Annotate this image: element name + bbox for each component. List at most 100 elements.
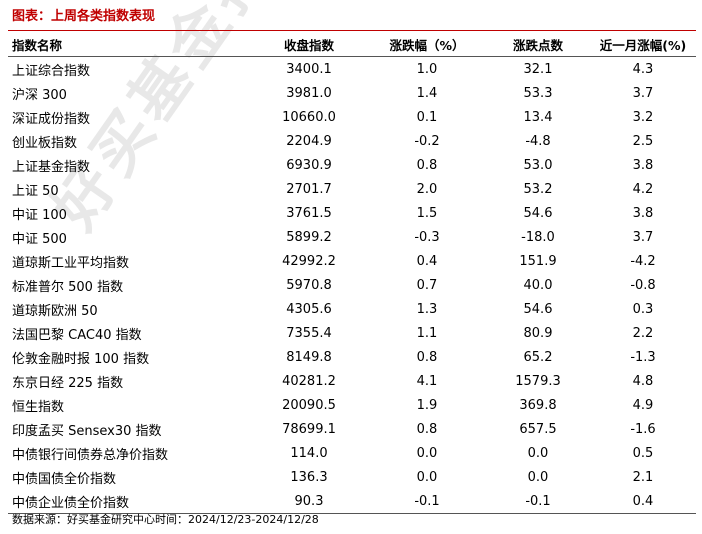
- index-name-cell: 恒生指数: [12, 399, 65, 415]
- change-pct-cell: 1.0: [416, 61, 438, 77]
- change-pct-cell: 1.5: [416, 205, 438, 221]
- table-body: 上证综合指数 3400.1 1.0 32.1 4.3 沪深 300 3981.0 1.4 53.…: [8, 57, 696, 514]
- change-pct-cell: 1.9: [416, 397, 438, 413]
- close-value-cell: 5899.2: [286, 229, 332, 245]
- figure-title: 图表：上周各类指数表现: [12, 9, 156, 24]
- close-value-cell: 90.3: [250, 489, 368, 514]
- table-row: 中证 500 5899.2 -0.3 -18.0 3.7: [8, 225, 696, 249]
- table-row: 深证成份指数 10660.0 0.1 13.4 3.2: [8, 105, 696, 129]
- table-row: 伦敦金融时报 100 指数 8149.8 0.8 65.2 -1.3: [8, 345, 696, 369]
- close-value-cell: 2204.9: [286, 133, 332, 149]
- month-change-cell: 4.2: [632, 181, 654, 197]
- change-points-cell: 1579.3: [515, 373, 561, 389]
- index-name-cell: 伦敦金融时报 100 指数: [12, 351, 150, 367]
- title-divider: [8, 30, 696, 31]
- month-change-cell: 4.3: [632, 61, 654, 77]
- table-row: 印度孟买 Sensex30 指数 78699.1 0.8 657.5 -1.6: [8, 417, 696, 441]
- month-change-cell: -4.2: [630, 253, 656, 269]
- column-header-month-change: 近一月涨幅(%): [590, 32, 696, 57]
- table-row: 沪深 300 3981.0 1.4 53.3 3.7: [8, 81, 696, 105]
- table-row: 道琼斯欧洲 50 4305.6 1.3 54.6 0.3: [8, 297, 696, 321]
- month-change-cell: -0.8: [630, 277, 656, 293]
- change-pct-cell: 0.4: [416, 253, 438, 269]
- change-points-cell: 53.3: [523, 85, 553, 101]
- table-row: 东京日经 225 指数 40281.2 4.1 1579.3 4.8: [8, 369, 696, 393]
- change-pct-cell: 1.1: [416, 325, 438, 341]
- close-value-cell: 3400.1: [286, 61, 332, 77]
- change-points-cell: 54.6: [523, 205, 553, 221]
- change-points-cell: 369.8: [519, 397, 557, 413]
- table-row: 创业板指数 2204.9 -0.2 -4.8 2.5: [8, 129, 696, 153]
- change-pct-cell: -0.1: [368, 489, 486, 514]
- change-points-cell: 65.2: [523, 349, 553, 365]
- close-value-cell: 114.0: [290, 445, 328, 461]
- month-change-cell: 3.7: [632, 229, 654, 245]
- index-name-cell: 上证综合指数: [12, 63, 91, 79]
- change-pct-cell: 4.1: [416, 373, 438, 389]
- close-value-cell: 2701.7: [286, 181, 332, 197]
- index-name-cell: 创业板指数: [12, 135, 78, 151]
- change-pct-cell: 2.0: [416, 181, 438, 197]
- month-change-cell: 4.8: [632, 373, 654, 389]
- index-name-cell: 深证成份指数: [12, 111, 91, 127]
- table-row: 中债国债全价指数 136.3 0.0 0.0 2.1: [8, 465, 696, 489]
- change-points-cell: 0.0: [527, 469, 549, 485]
- index-name-cell: 中证 500: [12, 231, 67, 247]
- month-change-cell: 0.4: [590, 489, 696, 514]
- table-header-row: 指数名称 收盘指数 涨跌幅（%） 涨跌点数 近一月涨幅(%): [8, 32, 696, 57]
- index-name-cell: 中债银行间债券总净价指数: [12, 447, 169, 463]
- change-points-cell: -4.8: [525, 133, 551, 149]
- month-change-cell: 3.7: [632, 85, 654, 101]
- column-header-change-pct: 涨跌幅（%）: [368, 32, 486, 57]
- table-row: 中债银行间债券总净价指数 114.0 0.0 0.0 0.5: [8, 441, 696, 465]
- close-value-cell: 6930.9: [286, 157, 332, 173]
- column-header-name: 指数名称: [8, 32, 250, 57]
- change-pct-cell: -0.2: [414, 133, 440, 149]
- change-pct-cell: -0.3: [414, 229, 440, 245]
- change-pct-cell: 0.0: [416, 469, 438, 485]
- close-value-cell: 10660.0: [282, 109, 336, 125]
- index-name-cell: 中债国债全价指数: [12, 471, 117, 487]
- close-value-cell: 4305.6: [286, 301, 332, 317]
- table-row: 上证 50 2701.7 2.0 53.2 4.2: [8, 177, 696, 201]
- close-value-cell: 42992.2: [282, 253, 336, 269]
- change-pct-cell: 1.4: [416, 85, 438, 101]
- table-row: 上证基金指数 6930.9 0.8 53.0 3.8: [8, 153, 696, 177]
- column-header-change-points: 涨跌点数: [486, 32, 590, 57]
- table-row: 法国巴黎 CAC40 指数 7355.4 1.1 80.9 2.2: [8, 321, 696, 345]
- month-change-cell: 2.5: [632, 133, 654, 149]
- month-change-cell: -1.6: [630, 421, 656, 437]
- source-note: 数据来源：好买基金研究中心时间：2024/12/23-2024/12/28: [12, 513, 319, 526]
- close-value-cell: 20090.5: [282, 397, 336, 413]
- index-name-cell: 道琼斯工业平均指数: [12, 255, 130, 271]
- close-value-cell: 7355.4: [286, 325, 332, 341]
- table-row: 中债企业债全价指数 90.3 -0.1 -0.1 0.4: [8, 489, 696, 514]
- index-name-cell: 法国巴黎 CAC40 指数: [12, 327, 142, 343]
- change-points-cell: 53.2: [523, 181, 553, 197]
- index-name-cell: 标准普尔 500 指数: [12, 279, 124, 295]
- month-change-cell: 3.8: [632, 157, 654, 173]
- index-name-cell: 东京日经 225 指数: [12, 375, 124, 391]
- change-points-cell: -18.0: [521, 229, 555, 245]
- close-value-cell: 78699.1: [282, 421, 336, 437]
- close-value-cell: 5970.8: [286, 277, 332, 293]
- month-change-cell: 0.3: [632, 301, 654, 317]
- change-points-cell: 13.4: [523, 109, 553, 125]
- index-name-cell: 中证 100: [12, 207, 67, 223]
- month-change-cell: -1.3: [630, 349, 656, 365]
- index-name-cell: 印度孟买 Sensex30 指数: [12, 423, 162, 439]
- change-points-cell: -0.1: [486, 489, 590, 514]
- report-figure: 好买基金指数报 图表：上周各类指数表现 指数名称 收盘指数 涨跌幅（%） 涨跌点…: [8, 0, 696, 530]
- change-points-cell: 657.5: [519, 421, 557, 437]
- column-header-close: 收盘指数: [250, 32, 368, 57]
- change-points-cell: 54.6: [523, 301, 553, 317]
- close-value-cell: 3981.0: [286, 85, 332, 101]
- index-name-cell: 中债企业债全价指数: [8, 489, 250, 514]
- month-change-cell: 2.2: [632, 325, 654, 341]
- close-value-cell: 8149.8: [286, 349, 332, 365]
- table-row: 道琼斯工业平均指数 42992.2 0.4 151.9 -4.2: [8, 249, 696, 273]
- change-points-cell: 151.9: [519, 253, 557, 269]
- change-pct-cell: 0.8: [416, 349, 438, 365]
- month-change-cell: 2.1: [632, 469, 654, 485]
- index-name-cell: 上证基金指数: [12, 159, 91, 175]
